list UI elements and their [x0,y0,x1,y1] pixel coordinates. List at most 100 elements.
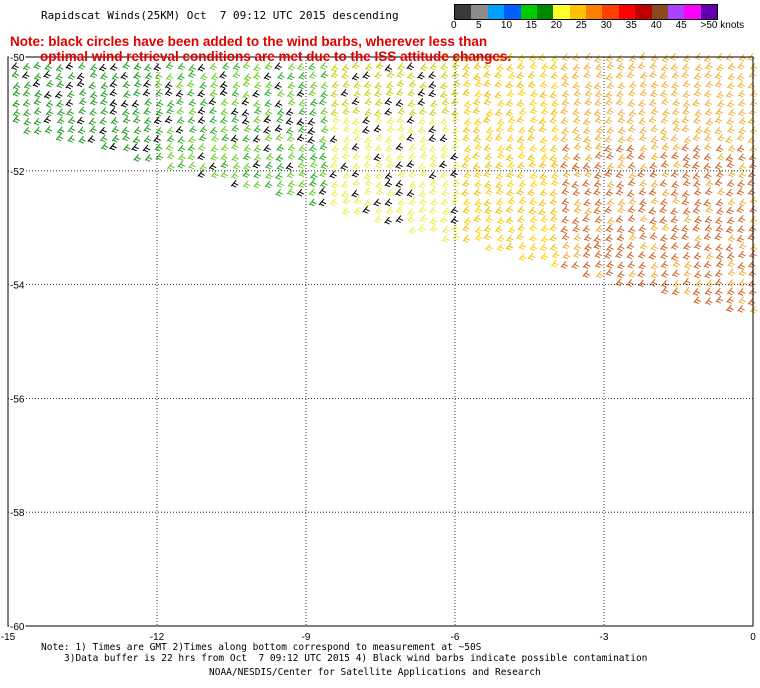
wind-barb [483,224,492,233]
wind-barb [264,99,272,108]
wind-barb [263,126,271,134]
wind-barb [285,126,294,135]
wind-barb [309,179,317,187]
wind-barb [494,79,503,88]
wind-barb [682,251,691,260]
wind-barb [395,99,404,108]
wind-barb [692,133,701,142]
wind-barb [560,225,568,234]
wind-barb [462,206,471,214]
wind-barb [738,278,747,287]
wind-barb [176,116,185,125]
wind-barb [693,116,701,124]
wind-barb [703,260,712,269]
wind-barb [670,232,678,241]
wind-barb [549,197,558,206]
wind-barb [582,224,591,233]
wind-barb [341,71,349,80]
wind-barb [242,91,250,99]
wind-barb [516,187,524,196]
wind-barb [527,71,536,79]
wind-barb [693,80,702,89]
red-note-line2: optimal wind retrieval conditions are me… [40,49,512,64]
wind-barb [605,234,613,242]
wind-barb [505,242,514,251]
wind-barb [199,125,208,134]
wind-barb [166,106,174,115]
wind-barb [539,90,548,99]
wind-barb [418,107,427,116]
wind-barb [231,89,240,98]
wind-barb [296,133,305,142]
colorbar-label: >50 knots [700,20,745,31]
wind-barb [199,162,207,171]
wind-barb [617,115,626,124]
wind-barb [286,90,295,99]
wind-barb [429,62,438,71]
wind-barb [527,133,535,142]
wind-barb [527,153,535,162]
wind-barb [726,296,734,304]
wind-barb [538,117,547,125]
wind-barb [497,99,505,108]
wind-barb [397,62,405,71]
wind-barb [57,108,65,117]
wind-barb [221,133,230,142]
wind-barb [442,225,450,234]
wind-barb [133,79,142,88]
wind-barb [220,152,228,161]
wind-barb [725,135,733,144]
wind-barb [209,62,218,71]
wind-barb [343,124,351,133]
wind-barb [496,117,505,126]
wind-barb [254,106,262,115]
wind-barb [275,188,283,197]
colorbar-label: 30 [600,20,612,31]
wind-barb [364,108,372,117]
wind-barb [552,250,560,259]
wind-barb [210,72,219,81]
wind-barb [639,80,648,89]
wind-barb [296,188,305,197]
wind-barb [670,207,678,216]
wind-barb [595,70,604,79]
wind-barb [440,170,448,179]
wind-barb [166,100,175,108]
wind-barb [726,160,735,169]
wind-barb [529,243,538,252]
wind-barb [297,81,306,90]
wind-barb [309,152,318,161]
wind-barb [473,214,482,223]
wind-barb [682,107,690,116]
wind-barb [550,144,558,153]
wind-barb [727,198,736,206]
wind-barb [384,107,392,116]
wind-barb [232,62,241,71]
wind-barb [351,61,360,70]
wind-barb [749,126,758,135]
wind-barb [715,198,724,207]
wind-barb [549,243,558,252]
wind-barb [22,89,31,97]
wind-barb [595,224,604,233]
wind-barb [715,224,724,233]
wind-barb [241,109,250,117]
wind-barb [307,117,316,126]
wind-barb [539,70,548,79]
wind-barb [364,187,372,196]
wind-barb [65,81,74,90]
wind-barb [516,80,524,89]
wind-barb [363,160,371,169]
wind-barb [494,91,502,99]
wind-barb [264,88,272,97]
wind-barb [573,115,581,124]
wind-barb [331,99,339,108]
wind-barb [703,54,712,63]
colorbar-segment [684,5,701,19]
wind-barb [562,144,570,152]
longitude-tick-label: -6 [451,632,460,643]
wind-barb [56,80,64,89]
wind-barb [330,64,339,72]
wind-barb [298,107,306,116]
wind-barb [298,99,307,107]
